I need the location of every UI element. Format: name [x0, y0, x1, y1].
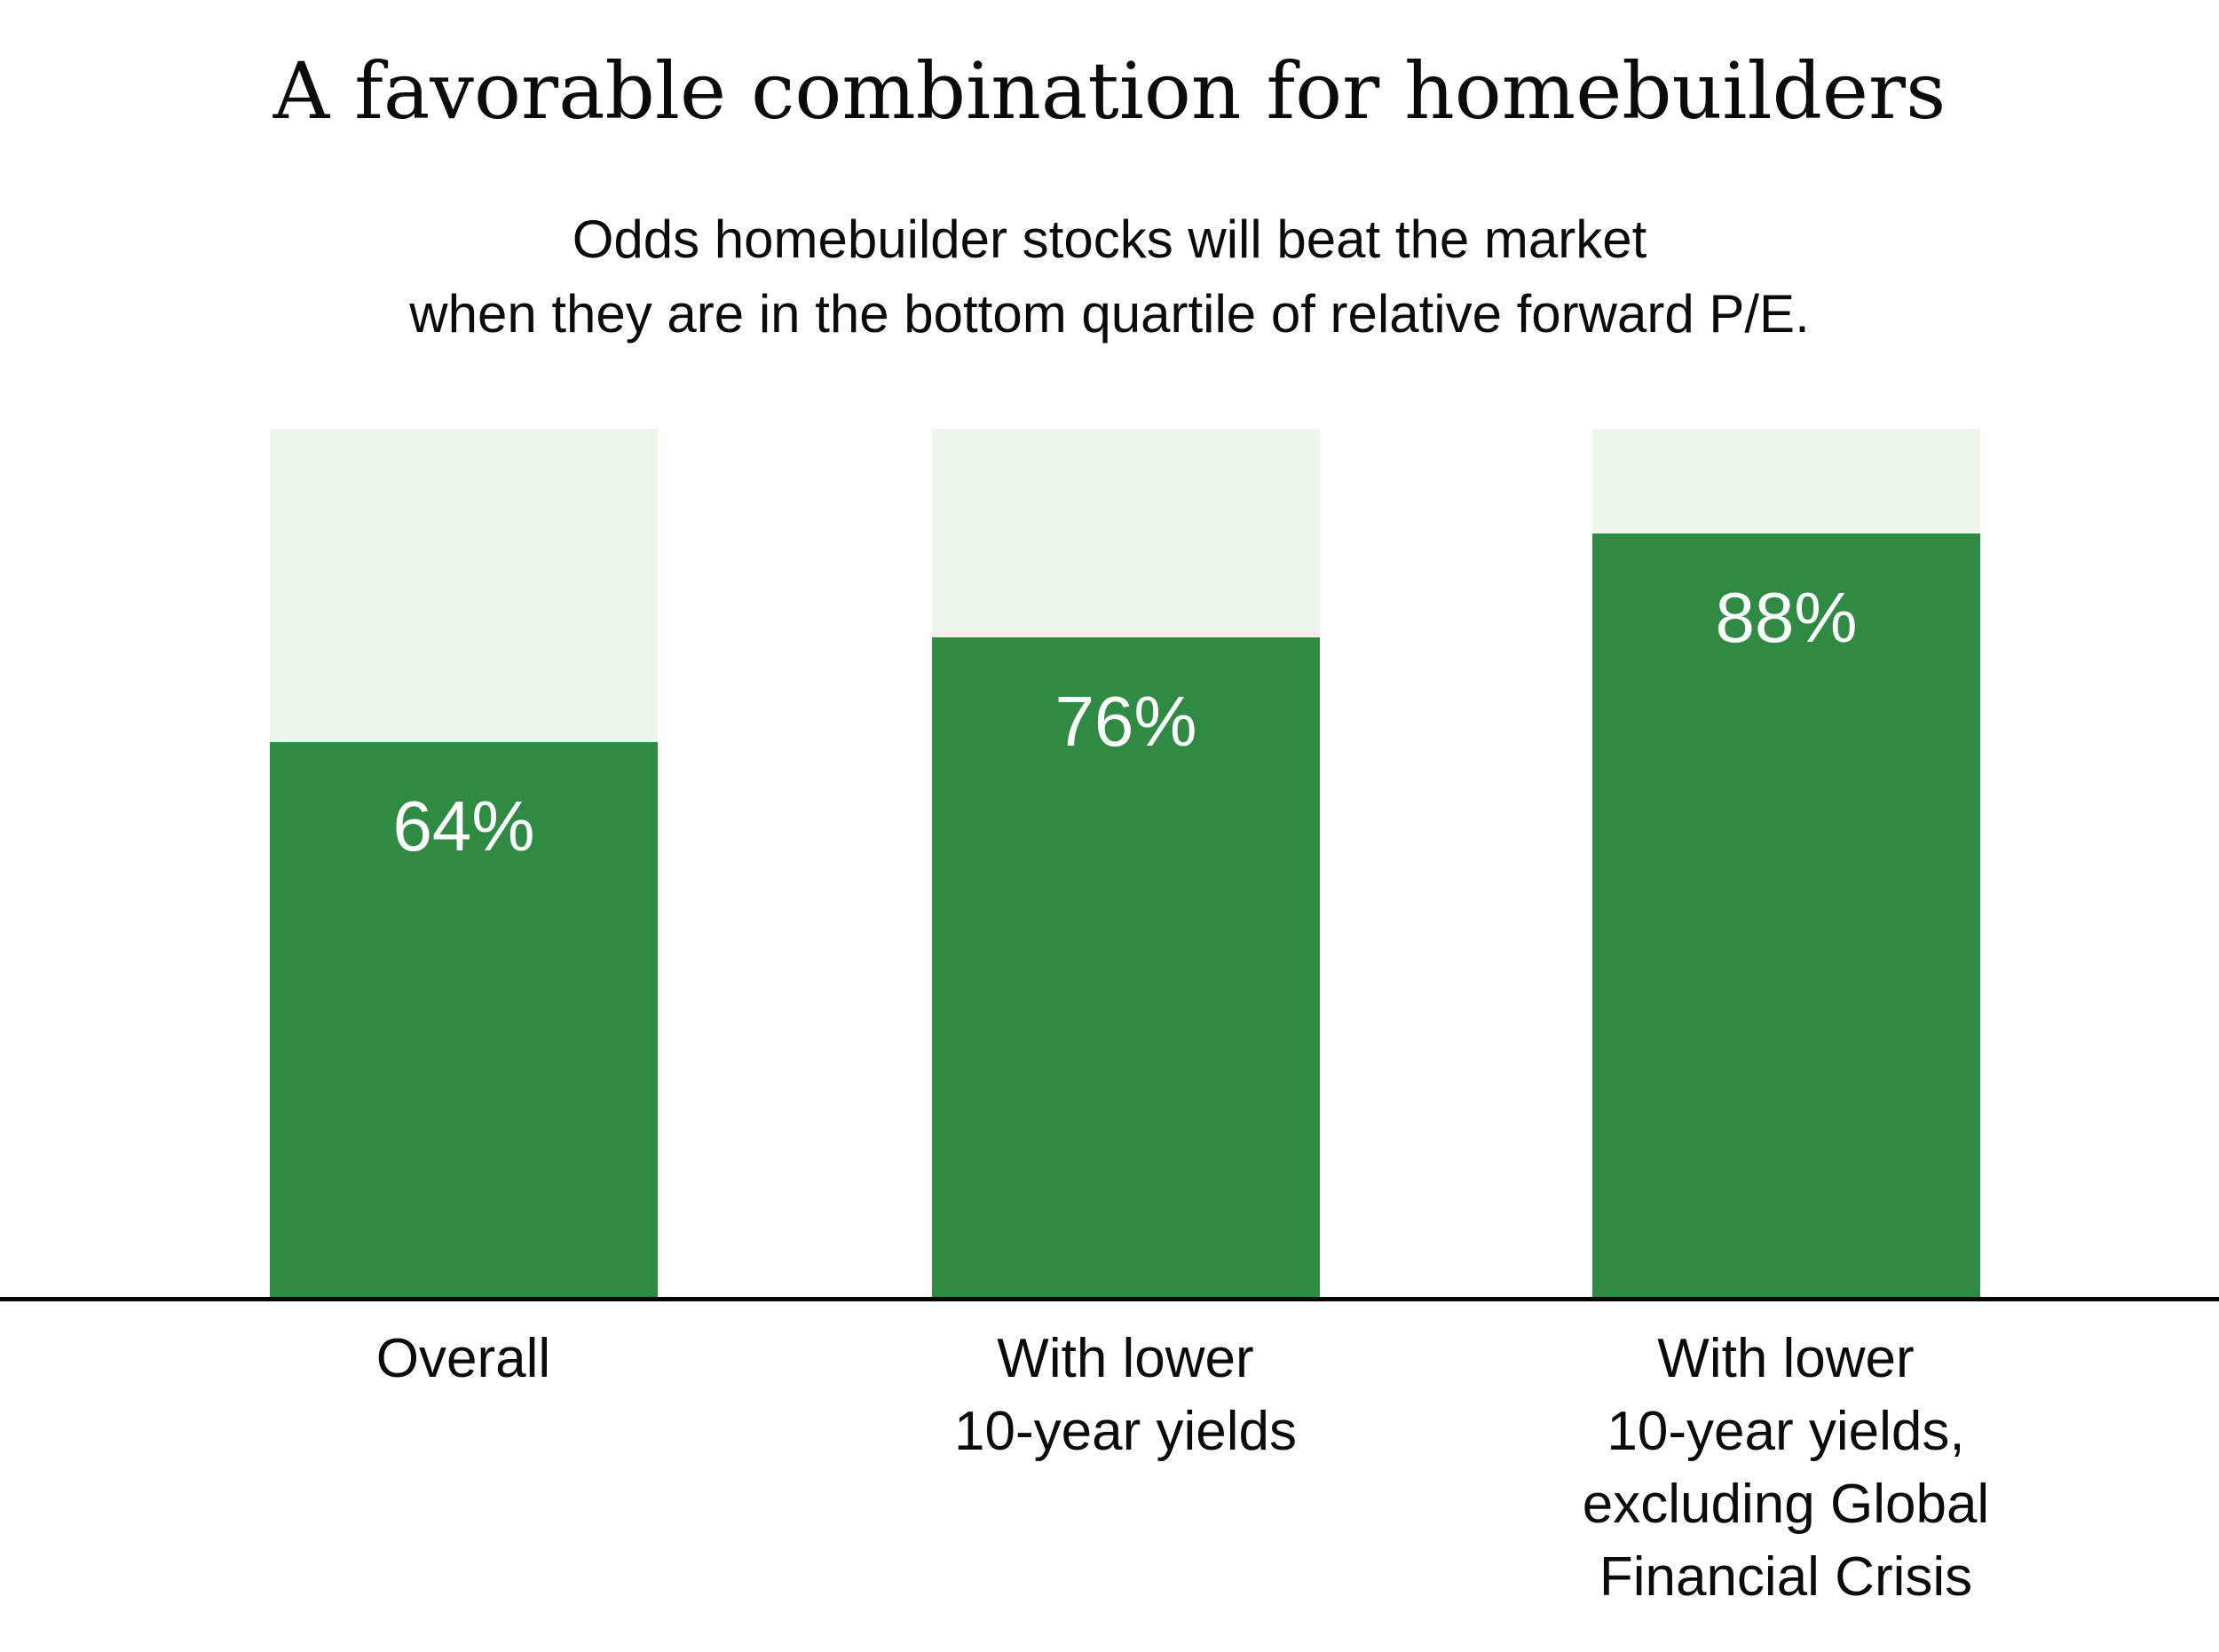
bar-value-lower-yields: 76%: [1054, 682, 1197, 762]
category-label-lower-yields-ex-gfc: With lower 10-year yields, excluding Glo…: [1449, 1323, 2123, 1614]
chart-subtitle-line2: when they are in the bottom quartile of …: [409, 284, 1810, 344]
bar-track-lower-yields: 76%: [932, 429, 1320, 1299]
bar-track-overall: 64%: [270, 429, 658, 1299]
bar-value-overall: 64%: [392, 786, 535, 866]
category-label-line: Overall: [375, 1328, 551, 1389]
category-label-lower-yields: With lower 10-year yields: [788, 1323, 1463, 1468]
category-label-line: With lower: [1657, 1328, 1915, 1389]
category-label-line: 10-year yields: [954, 1401, 1297, 1462]
bar-fill-lower-yields: 76%: [932, 637, 1320, 1299]
category-label-line: excluding Global: [1582, 1474, 1990, 1535]
category-label-line: 10-year yields,: [1607, 1401, 1965, 1462]
x-axis-baseline: [0, 1297, 2219, 1301]
bar-fill-overall: 64%: [270, 741, 658, 1299]
category-label-line: With lower: [997, 1328, 1254, 1389]
chart-subtitle-line1: Odds homebuilder stocks will beat the ma…: [572, 209, 1647, 269]
chart-title: A favorable combination for homebuilders: [272, 45, 1947, 137]
category-label-line: Financial Crisis: [1599, 1546, 1973, 1608]
bar-value-lower-yields-ex-gfc: 88%: [1715, 577, 1858, 657]
category-label-overall: Overall: [126, 1323, 801, 1395]
bar-fill-lower-yields-ex-gfc: 88%: [1592, 533, 1980, 1299]
bar-track-lower-yields-ex-gfc: 88%: [1592, 429, 1980, 1299]
chart-subtitle: Odds homebuilder stocks will beat the ma…: [0, 202, 2219, 352]
